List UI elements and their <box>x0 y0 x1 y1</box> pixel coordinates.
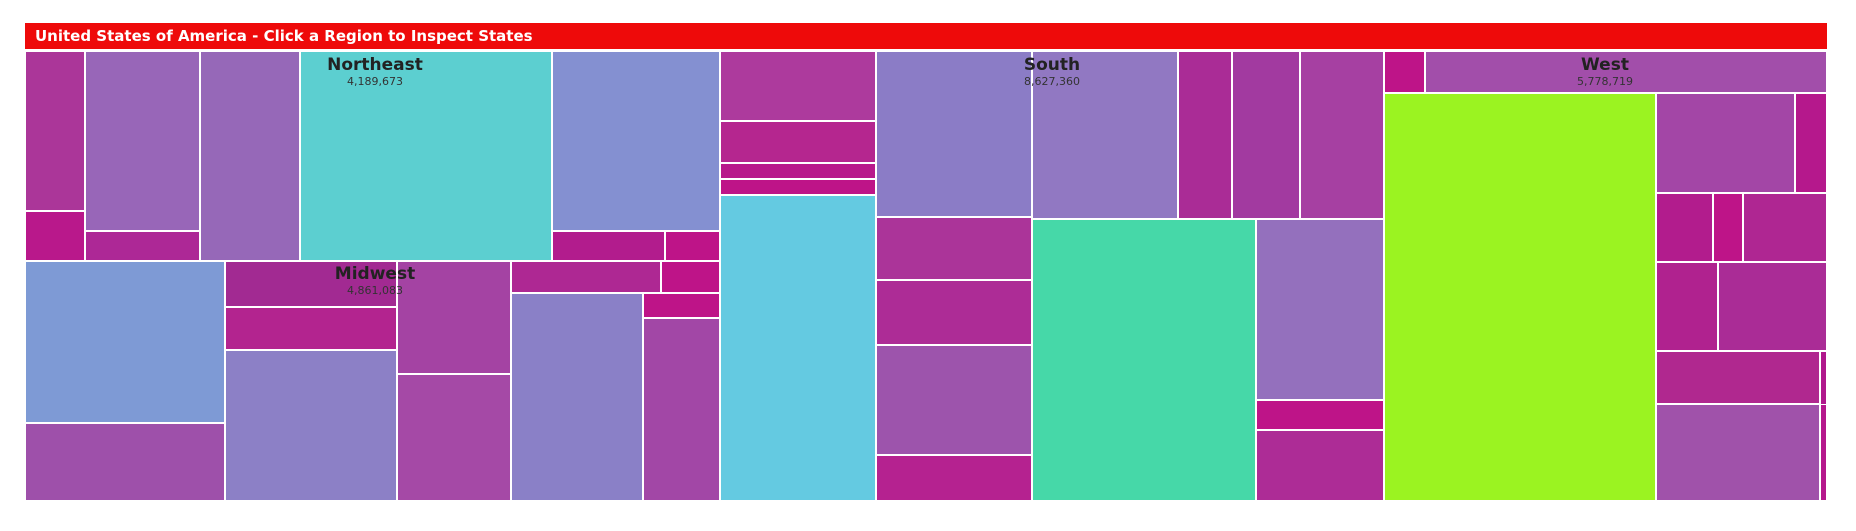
treemap-cell-midwest[interactable] <box>225 350 397 501</box>
treemap-cell-west[interactable] <box>1384 93 1656 501</box>
treemap-cell-northeast[interactable] <box>552 51 720 231</box>
treemap-cell-northeast[interactable] <box>25 51 85 211</box>
treemap-cell-south[interactable] <box>876 455 1032 501</box>
treemap-cell-northeast[interactable] <box>200 51 300 261</box>
treemap-cell-south[interactable] <box>876 345 1032 455</box>
treemap-cell-west[interactable] <box>1656 193 1713 262</box>
treemap-cell-west[interactable] <box>1820 404 1827 501</box>
treemap-cell-west[interactable] <box>1656 404 1820 501</box>
treemap-cell-south[interactable] <box>1032 51 1178 219</box>
treemap-cell-midwest[interactable] <box>225 261 397 307</box>
treemap-cell-west[interactable] <box>1425 51 1827 93</box>
region-west[interactable]: West 5,778,719 <box>1384 51 1827 501</box>
treemap-cell-midwest[interactable] <box>511 293 643 501</box>
treemap-cell-midwest[interactable] <box>661 261 720 293</box>
treemap-header-bar[interactable]: United States of America - Click a Regio… <box>25 23 1827 49</box>
treemap-cell-midwest[interactable] <box>643 293 720 318</box>
treemap-cell-west[interactable] <box>1656 351 1820 404</box>
region-midwest[interactable]: Midwest 4,861,083 <box>25 261 720 501</box>
treemap-cell-midwest[interactable] <box>397 374 511 501</box>
treemap-cell-south[interactable] <box>1256 219 1384 400</box>
treemap-cell-west[interactable] <box>1743 193 1827 262</box>
treemap-cell-midwest[interactable] <box>397 261 511 374</box>
treemap-cell-northeast[interactable] <box>85 51 200 231</box>
treemap-cell-northeast[interactable] <box>25 211 85 261</box>
treemap-cell-south[interactable] <box>720 179 876 195</box>
treemap-cell-south[interactable] <box>720 195 876 501</box>
treemap-cell-south[interactable] <box>876 217 1032 280</box>
treemap-cell-northeast[interactable] <box>552 231 665 261</box>
treemap-cell-northeast[interactable] <box>85 231 200 261</box>
treemap-cell-south[interactable] <box>1178 51 1232 219</box>
treemap-cell-west[interactable] <box>1795 93 1827 193</box>
treemap-cell-south[interactable] <box>1232 51 1300 219</box>
treemap-cell-west[interactable] <box>1656 93 1795 193</box>
treemap-cell-south[interactable] <box>1300 51 1384 219</box>
region-northeast[interactable]: Northeast 4,189,673 <box>25 51 720 261</box>
treemap-cell-northeast[interactable] <box>300 51 552 261</box>
treemap-cell-west[interactable] <box>1656 262 1718 351</box>
treemap-cell-west[interactable] <box>1384 51 1425 93</box>
treemap-cell-midwest[interactable] <box>225 307 397 350</box>
treemap-cell-south[interactable] <box>1256 400 1384 430</box>
treemap-cell-west[interactable] <box>1713 193 1743 262</box>
region-south[interactable]: South 8,627,360 <box>720 51 1384 501</box>
treemap-cell-south[interactable] <box>720 163 876 179</box>
treemap-cell-midwest[interactable] <box>25 423 225 501</box>
treemap-cell-south[interactable] <box>876 280 1032 345</box>
treemap-cell-south[interactable] <box>720 51 876 121</box>
treemap-cell-midwest[interactable] <box>511 261 661 293</box>
treemap-cell-northeast[interactable] <box>665 231 720 261</box>
treemap-cell-midwest[interactable] <box>25 261 225 423</box>
treemap-cell-south[interactable] <box>876 51 1032 217</box>
treemap-cell-south[interactable] <box>1032 219 1256 501</box>
treemap-cell-south[interactable] <box>1256 430 1384 501</box>
treemap-cell-south[interactable] <box>720 121 876 163</box>
treemap-cell-west[interactable] <box>1718 262 1827 351</box>
treemap-cell-midwest[interactable] <box>643 318 720 501</box>
